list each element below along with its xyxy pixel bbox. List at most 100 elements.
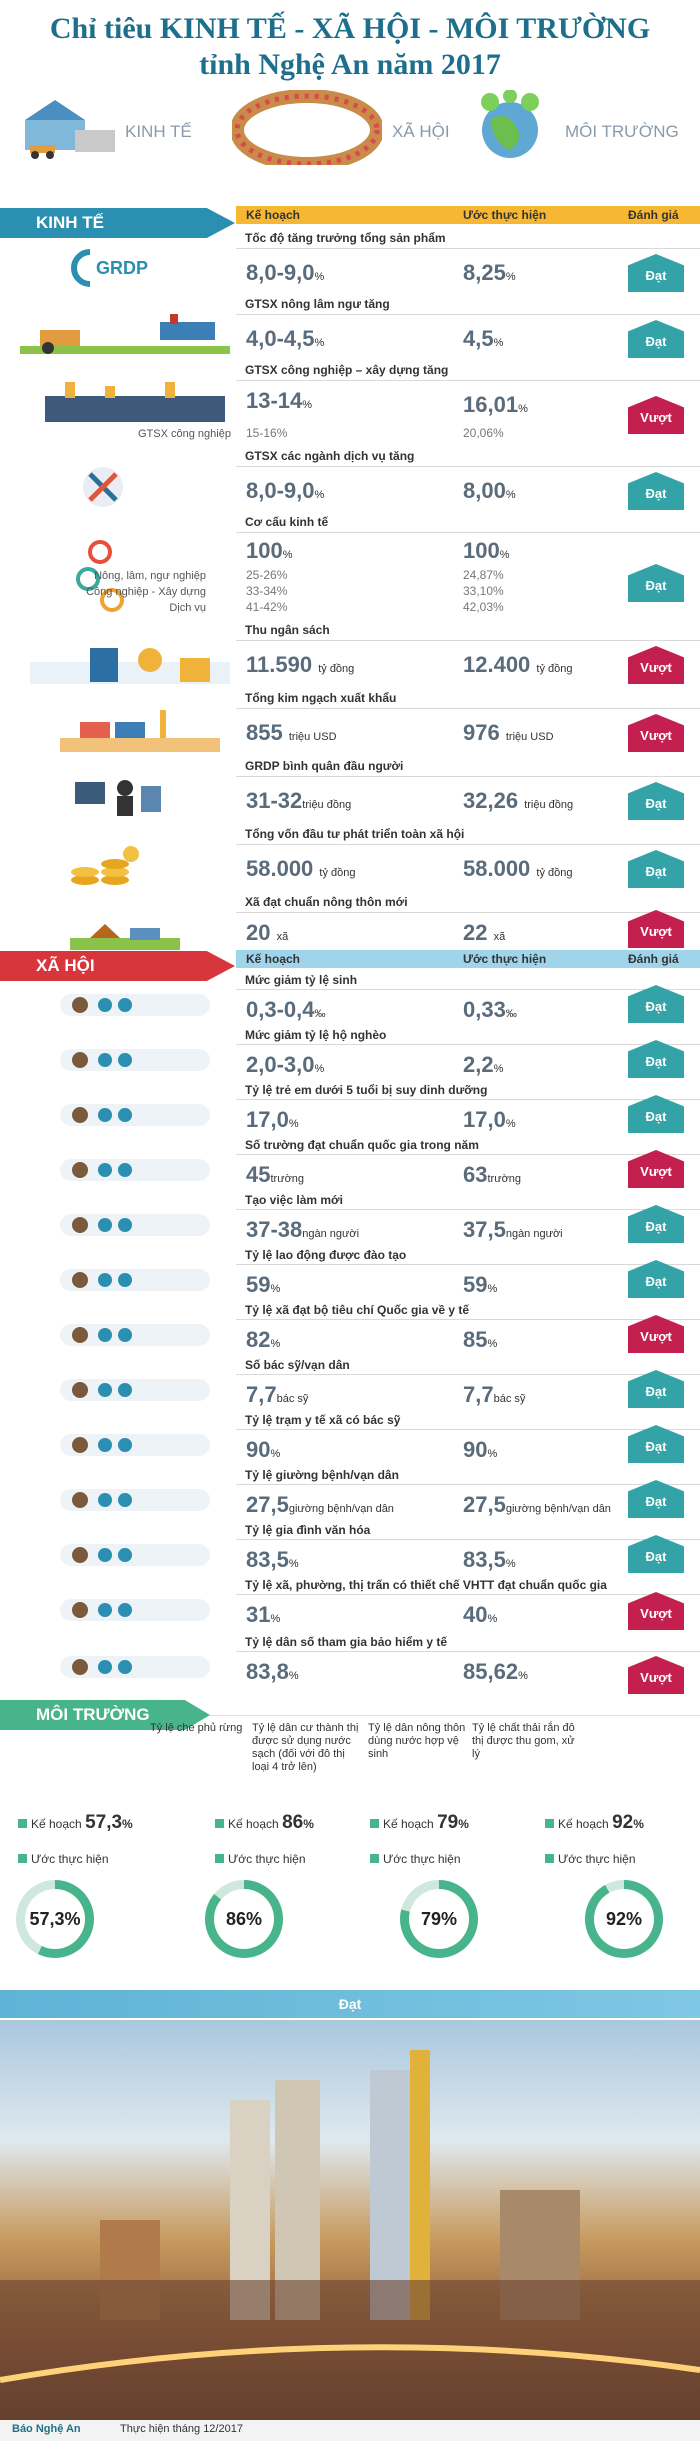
- row-divider: [236, 844, 700, 845]
- eval-badge: Đạt: [628, 1260, 684, 1298]
- plan-unit: ‰: [314, 1008, 326, 1020]
- job-icon: [60, 1214, 210, 1236]
- xh-row: Tỷ lệ xã, phường, thị trấn có thiết chế …: [0, 1575, 700, 1632]
- intro-row: KINH TẾ XÃ HỘI MÔI TRƯỜNG: [0, 90, 700, 170]
- est-unit: triệu USD: [505, 731, 554, 743]
- eval-badge: Đạt: [628, 1425, 684, 1463]
- eval-badge: Đạt: [628, 1480, 684, 1518]
- plan-unit: bác sỹ: [276, 1393, 309, 1405]
- xh-est-value: 7,7bác sỹ: [463, 1382, 525, 1408]
- kt-row-title: GTSX nông lâm ngư tăng: [245, 297, 390, 311]
- est-number: 83,5: [463, 1547, 506, 1572]
- kt-row-title: Tốc độ tăng trưởng tổng sản phẩm: [245, 231, 446, 245]
- mt-est-label: Ước thực hiện: [228, 1852, 306, 1866]
- eval-badge: Đạt: [628, 1095, 684, 1133]
- xh-row-title: Số bác sỹ/vạn dân: [245, 1358, 350, 1372]
- kt-row-dich-vu: GTSX các ngành dịch vụ tăng 8,0-9,0% 8,0…: [0, 446, 700, 512]
- plan-unit: ngàn người: [302, 1228, 360, 1240]
- mt-plan-unit: %: [122, 1817, 133, 1831]
- xh-row-title: Tỷ lệ dân số tham gia bảo hiểm y tế: [245, 1635, 448, 1649]
- row-divider: [236, 1044, 700, 1045]
- est-number: 12.400: [463, 652, 531, 677]
- eval-badge: Đạt: [628, 564, 684, 602]
- row-divider: [236, 912, 700, 913]
- xh-est-value: 27,5giường bệnh/vạn dân: [463, 1492, 611, 1518]
- plan-number: 20: [246, 920, 271, 945]
- kt-sub-est: 20,06%: [463, 426, 504, 440]
- est-number: 27,5: [463, 1492, 506, 1517]
- mt-ring-value: 92%: [594, 1889, 654, 1949]
- mt-plan-label: Kế hoạch: [31, 1817, 82, 1831]
- kt-plan-value: 20 xã: [246, 920, 288, 946]
- est-number: 59: [463, 1272, 488, 1297]
- plan-unit: trường: [270, 1173, 305, 1185]
- kt-row-title: GRDP bình quân đầu người: [245, 759, 404, 773]
- row-divider: [236, 380, 700, 381]
- xh-row-title: Tỷ lệ giường bệnh/vạn dân: [245, 1468, 399, 1482]
- breakdown-plan: 41-42%: [246, 600, 287, 614]
- mt-plan-label: Kế hoạch: [383, 1817, 434, 1831]
- mt-plan: Kế hoạch 92%: [545, 1812, 644, 1834]
- mt-plan-unit: %: [303, 1817, 314, 1831]
- kt-plan-value: 8,0-9,0%: [246, 260, 324, 286]
- eval-badge: Vượt: [628, 910, 684, 948]
- row-divider: [236, 1264, 700, 1265]
- breakdown-unit: %: [493, 568, 504, 582]
- eval-badge: Vượt: [628, 1592, 684, 1630]
- plan-number: 4,0-4,5: [246, 326, 315, 351]
- plan-unit: xã: [276, 931, 289, 943]
- mt-plan-unit: %: [458, 1817, 469, 1831]
- eval-badge: Đạt: [628, 985, 684, 1023]
- cultural-family-icon: [60, 1544, 210, 1566]
- est-number: 32,26: [463, 788, 519, 813]
- mt-plan-number: 79: [437, 1812, 459, 1833]
- mt-ring-value: 79%: [409, 1889, 469, 1949]
- kt-row-title: Thu ngân sách: [245, 623, 330, 637]
- mt-est-number: 79: [420, 1909, 441, 1929]
- est-number: 85: [463, 1327, 488, 1352]
- mt-est-label-row: Ước thực hiện: [18, 1852, 109, 1866]
- eval-badge: Đạt: [628, 1535, 684, 1573]
- row-divider: [236, 708, 700, 709]
- xh-est-value: 83,5%: [463, 1547, 516, 1573]
- eval-badge: Đạt: [628, 850, 684, 888]
- kt-row-nong-lam: GTSX nông lâm ngư tăng 4,0-4,5% 4,5% Đạt: [0, 294, 700, 360]
- mt-est-label: Ước thực hiện: [31, 1852, 109, 1866]
- clinic-icon: [60, 1434, 210, 1456]
- plan-unit: %: [314, 271, 325, 283]
- kt-row-thu-ngan-sach: Thu ngân sách 11.590 tỷ đồng 12.400 tỷ đ…: [0, 620, 700, 688]
- intro-label-moi-truong: MÔI TRƯỜNG: [565, 122, 679, 141]
- agriculture-icon: [20, 314, 230, 354]
- breakdown-plan: 25-26%: [246, 568, 287, 582]
- est-unit: trường: [487, 1173, 522, 1185]
- est-unit: giường bệnh/vạn dân: [505, 1503, 611, 1515]
- est-unit: %: [487, 1448, 498, 1460]
- row-divider: [236, 1429, 700, 1430]
- breakdown-est-number: 24,87: [463, 568, 494, 582]
- plan-number: 7,7: [246, 1382, 277, 1407]
- doctor-icon: [60, 1379, 210, 1401]
- eval-badge: Đạt: [628, 1370, 684, 1408]
- intro-label-kinh-te: KINH TẾ: [125, 122, 192, 141]
- plan-unit: %: [288, 1558, 299, 1570]
- est-unit: xã: [493, 931, 506, 943]
- est-number: 8,25: [463, 260, 506, 285]
- est-unit: ngàn người: [505, 1228, 563, 1240]
- footer-bar: Báo Nghệ An Thực hiện tháng 12/2017: [0, 2420, 700, 2441]
- est-number: 22: [463, 920, 488, 945]
- est-unit: %: [518, 1670, 528, 1682]
- xh-row-title: Số trường đạt chuẩn quốc gia trong năm: [245, 1138, 479, 1152]
- xh-plan-value: 82%: [246, 1327, 280, 1353]
- mt-progress-ring: 57,3%: [16, 1880, 94, 1958]
- xh-plan-value: 83,5%: [246, 1547, 299, 1573]
- gears-icon: [76, 540, 124, 612]
- plan-number: 17,0: [246, 1107, 289, 1132]
- row-divider: [236, 1651, 700, 1652]
- est-unit: %: [487, 1338, 498, 1350]
- xh-row: Tỷ lệ lao động được đào tạo 59% 59% Đạt: [0, 1245, 700, 1300]
- row-divider: [236, 1594, 700, 1595]
- plan-unit: %: [270, 1283, 281, 1295]
- kt-row-title: Cơ cấu kinh tế: [245, 515, 329, 529]
- est-legend-dot: [18, 1854, 27, 1863]
- kt-plan-value: 855 triệu USD: [246, 720, 337, 746]
